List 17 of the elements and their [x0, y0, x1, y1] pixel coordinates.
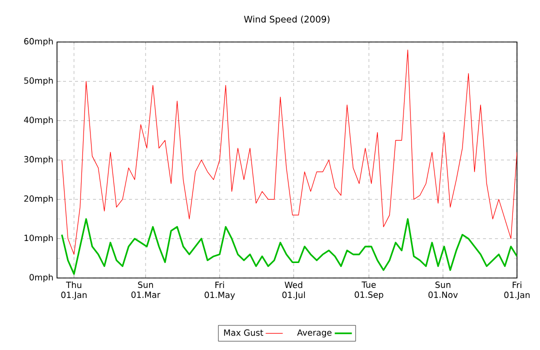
y-tick-label: 0mph — [30, 274, 53, 282]
x-tick-label: Thu 01.Jan — [61, 282, 87, 300]
chart-title: Wind Speed (2009) — [244, 16, 330, 24]
x-tick-label: Tue 01.Sep — [354, 282, 384, 300]
legend-label: Max Gust — [224, 329, 264, 336]
y-tick-label: 10mph — [24, 234, 53, 243]
x-tick-label: Wed 01.Jul — [282, 282, 305, 300]
x-tick-label: Fri 01.May — [204, 282, 235, 300]
x-tick-label: Sun 01.Nov — [428, 282, 458, 298]
y-tick-label: 60mph — [24, 38, 53, 46]
y-tick-label: 20mph — [24, 195, 53, 204]
y-tick-label: 50mph — [24, 77, 53, 86]
y-tick-label: 30mph — [24, 156, 53, 164]
y-tick-label: 40mph — [24, 116, 53, 125]
x-tick-label: Sun 01.Mar — [131, 282, 160, 298]
legend-label: Average — [297, 329, 332, 338]
x-tick-label: Fri 01.Jan — [504, 282, 530, 300]
